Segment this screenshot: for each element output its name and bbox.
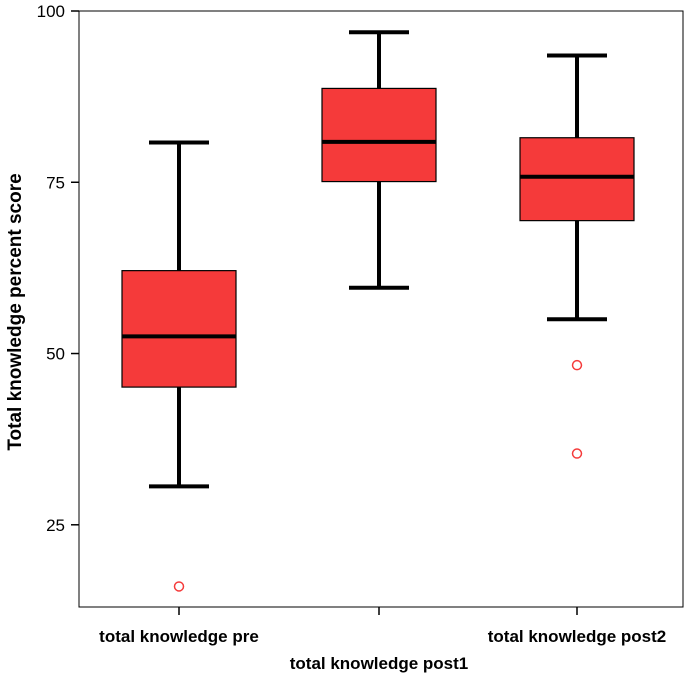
- y-axis: 25 50 75 100: [37, 2, 79, 535]
- outlier-point: [571, 359, 583, 371]
- y-tick-label: 75: [46, 173, 65, 192]
- y-axis-title: Total knowledge percent score: [5, 173, 26, 450]
- box-group: [321, 30, 437, 290]
- y-tick-label: 25: [46, 516, 65, 535]
- x-tick-label: total knowledge pre: [99, 627, 259, 646]
- box-group: [121, 140, 237, 592]
- y-tick-label: 100: [37, 2, 65, 21]
- iqr-box: [519, 137, 635, 222]
- outlier-point: [173, 581, 185, 592]
- x-tick-label: total knowledge post2: [488, 627, 667, 646]
- boxes-layer: [121, 30, 635, 592]
- y-tick-label: 50: [46, 345, 65, 364]
- box-group: [519, 53, 635, 459]
- plot-border: [78, 10, 684, 608]
- x-axis: total knowledge pre total knowledge post1…: [99, 607, 666, 673]
- plot-area: [78, 10, 684, 608]
- iqr-box: [121, 270, 237, 388]
- iqr-box: [321, 87, 437, 183]
- x-tick-label: total knowledge post1: [290, 654, 469, 673]
- outlier-point: [571, 448, 583, 459]
